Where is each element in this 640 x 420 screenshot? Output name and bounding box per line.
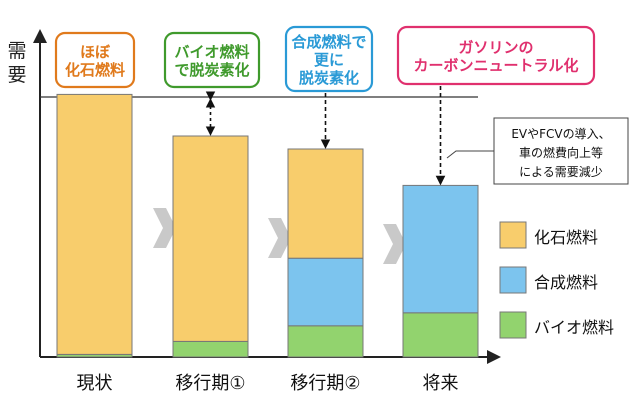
bar-segment [287,325,364,358]
y-axis-label-char: 需 [7,40,26,62]
callout-text: バイオ燃料 [174,43,249,61]
callout-text: 化石燃料 [65,61,125,79]
bar-segment [402,312,479,358]
callout-text: ガソリンの [458,39,533,57]
x-tick-label: 移行期① [175,373,245,394]
callout-box [54,31,136,89]
x-tick-label: 将来 [423,373,459,394]
transition-arrow [268,218,291,258]
callout-text: で脱炭素化 [174,61,249,79]
bar-segment [287,148,364,259]
callout-box [284,25,374,93]
transition-arrow [383,224,406,264]
transition-arrow [153,208,176,248]
callout-box [396,25,596,86]
x-tick-label: 移行期② [290,373,360,394]
legend-label: バイオ燃料 [534,318,614,337]
legend-swatch [499,266,527,294]
bar-segment [172,135,249,342]
callout-text: カーボンニュートラル化 [413,57,578,75]
callout-text: 更に [314,51,344,69]
annotation-leader [446,150,494,159]
callout-text: ほぼ [80,43,111,61]
legend-label: 化石燃料 [534,228,598,247]
annotation-box [493,117,629,185]
bar-segment [56,93,133,355]
legend-label: 合成燃料 [534,273,598,292]
x-tick-label: 現状 [77,373,113,394]
callout-box [163,31,261,89]
bar-segment [287,257,364,327]
callout-text: 合成燃料で [290,33,366,51]
legend-swatch [499,311,527,339]
bar-segment [402,184,479,314]
bar-segment [172,340,249,358]
annotation-text: による需要減少 [519,164,603,179]
legend-swatch [499,221,527,249]
callout-text: 脱炭素化 [299,69,359,87]
annotation-text: EVやFCVの導入、 [511,127,610,141]
y-axis-label-char: 要 [7,64,26,86]
annotation-text: 車の燃費向上等 [519,145,603,160]
